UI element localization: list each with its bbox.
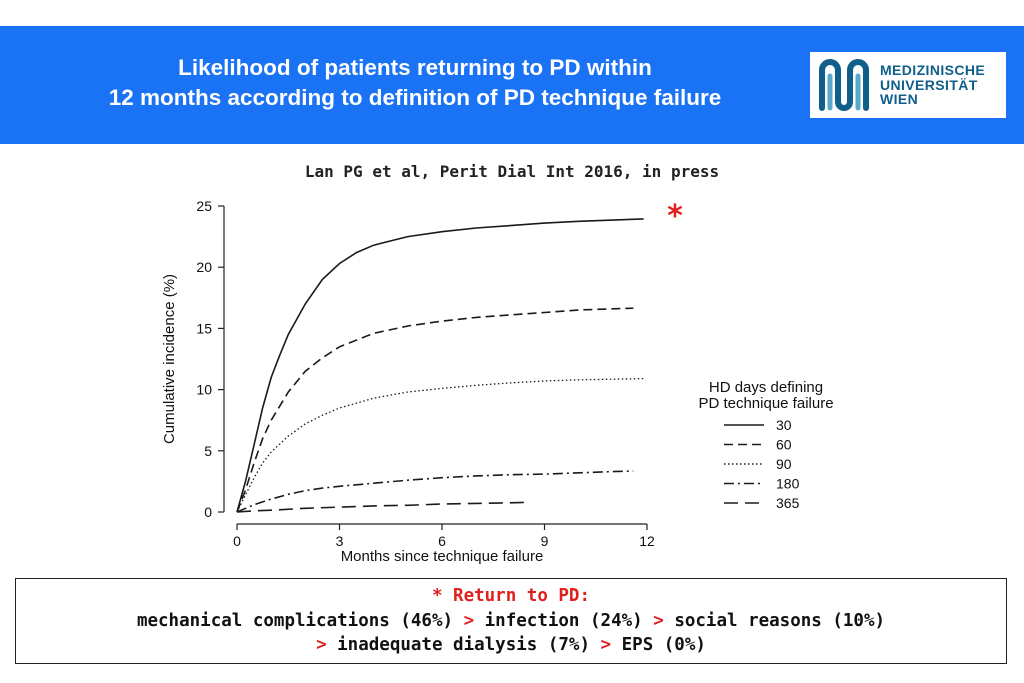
- series-line-30: [236, 218, 644, 513]
- logo-text: MEDIZINISCHE UNIVERSITÄT WIEN: [880, 63, 985, 107]
- logo-text-line: UNIVERSITÄT: [880, 76, 978, 93]
- y-tick-label: 0: [204, 504, 212, 520]
- return-to-pd-box: * Return to PD: mechanical complications…: [15, 578, 1007, 664]
- reasons-line2-segment: >: [600, 635, 612, 655]
- series-line-365: [236, 501, 531, 513]
- legend-label: 30: [776, 417, 792, 433]
- citation: Lan PG et al, Perit Dial Int 2016, in pr…: [304, 162, 720, 181]
- logo-text-line: MEDIZINISCHE: [880, 62, 986, 78]
- x-tick-label: 12: [639, 533, 655, 549]
- reasons-line2-segment: EPS (0%): [611, 635, 706, 655]
- reasons-line1-segment: >: [463, 610, 475, 631]
- y-axis-label: Cumulative incidence (%): [161, 274, 178, 444]
- reasons-line1-segment: infection (24%): [474, 610, 654, 631]
- x-tick-label: 6: [438, 533, 446, 549]
- series-line-60: [236, 307, 634, 513]
- y-tick-label: 10: [196, 382, 212, 398]
- significance-asterisk: *: [666, 199, 684, 234]
- slide-title-line1: Likelihood of patients returning to PD w…: [178, 55, 652, 80]
- slide-title: Likelihood of patients returning to PD w…: [30, 53, 800, 113]
- slide-title-line2: 12 months according to definition of PD …: [108, 85, 722, 110]
- x-tick-label: 0: [233, 533, 241, 549]
- title-banner: Likelihood of patients returning to PD w…: [0, 26, 1024, 144]
- reasons-line1-segment: mechanical complications (46%): [136, 610, 464, 631]
- reasons-line2-segment: >: [316, 635, 327, 655]
- return-to-pd-heading: * Return to PD:: [431, 586, 591, 606]
- reasons-line2-segment: inadequate dialysis (7%): [326, 635, 601, 655]
- legend-title: PD technique failure: [698, 395, 833, 412]
- series-line-90: [236, 377, 644, 513]
- return-to-pd-reasons-line1: mechanical complications (46%) > infecti…: [16, 609, 1006, 634]
- y-tick-label: 5: [204, 443, 212, 459]
- reasons-line1-segment: >: [653, 610, 664, 631]
- legend-title: HD days defining: [709, 379, 823, 396]
- logo-mark-icon: [819, 59, 869, 111]
- y-tick-label: 15: [196, 320, 212, 336]
- legend-label: 60: [776, 437, 792, 453]
- y-tick-label: 25: [196, 198, 212, 214]
- x-tick-label: 3: [336, 533, 344, 549]
- legend-label: 90: [776, 456, 792, 472]
- university-logo: MEDIZINISCHE UNIVERSITÄT WIEN: [810, 52, 1006, 118]
- reasons-line1-segment: social reasons (10%): [663, 610, 886, 631]
- logo-text-line: WIEN: [880, 91, 919, 107]
- return-to-pd-reasons-line2: > inadequate dialysis (7%) > EPS (0%): [16, 633, 1006, 658]
- legend-label: 365: [776, 495, 800, 511]
- x-tick-label: 9: [541, 533, 549, 549]
- legend-label: 180: [776, 476, 800, 492]
- series-line-180: [236, 470, 634, 513]
- y-tick-label: 20: [196, 259, 212, 275]
- x-axis-label: Months since technique failure: [341, 548, 544, 565]
